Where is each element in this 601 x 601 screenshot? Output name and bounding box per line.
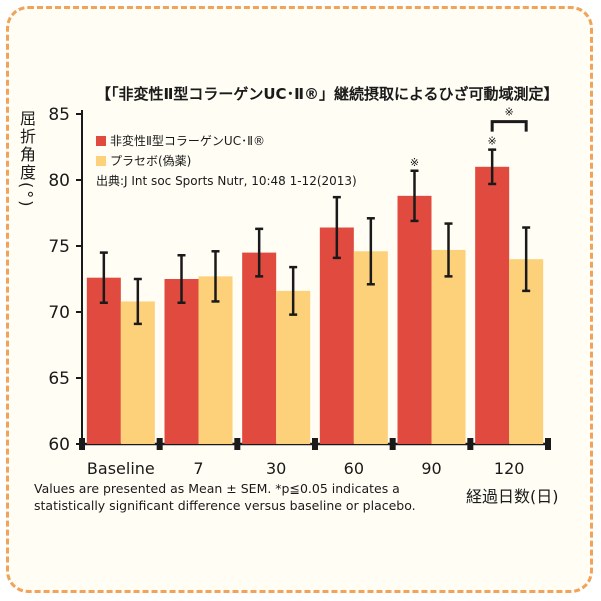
y-tick-label: 80 [48,171,70,191]
bar-uc2 [164,279,199,444]
legend-label-placebo: プラセボ(偽薬) [110,154,192,168]
bar-placebo [198,276,233,444]
legend: 非変性Ⅱ型コラーゲンUC･Ⅱ® プラセボ(偽薬) 出典:J Int soc Sp… [96,131,357,191]
x-group-separator [467,438,474,450]
x-tick-label: Baseline [87,459,155,478]
bar-placebo [120,301,155,444]
y-tick-label: 70 [48,303,70,323]
x-group-separator [156,438,163,450]
bar-uc2 [397,195,432,444]
x-tick-label: 30 [266,459,286,478]
y-tick-label: 60 [48,435,70,455]
legend-item-uc2: 非変性Ⅱ型コラーゲンUC･Ⅱ® [96,131,357,151]
bar-uc2 [242,252,277,444]
x-group-separator [545,438,551,450]
x-tick-label: 7 [193,459,203,478]
x-axis-label: 経過日数(日) [466,487,559,506]
significance-mark: ※ [410,156,419,169]
significance-mark: ※ [488,135,497,148]
bar-placebo [431,249,466,444]
significance-bracket [490,120,528,132]
y-tick-label: 85 [48,105,70,125]
legend-label-uc2: 非変性Ⅱ型コラーゲンUC･Ⅱ® [110,134,265,148]
x-group-separator [389,438,396,450]
footnote: Values are presented as Mean ± SEM. *p≦0… [34,481,416,513]
x-group-separator [312,438,318,450]
source-citation: 出典:J Int soc Sports Nutr, 10:48 1-12(201… [96,174,357,188]
legend-swatch-placebo [96,156,106,166]
legend-swatch-uc2 [96,136,106,146]
x-tick-label: 120 [494,459,525,478]
bar-uc2 [475,166,510,445]
bar-uc2 [319,227,354,444]
y-tick-label: 75 [48,237,70,257]
chart-title: 【「非変性Ⅱ型コラーゲンUC･Ⅱ®」継続摂取によるひざ可動域測定】 [96,85,559,103]
y-axis-label: 屈折角度(°) [17,110,36,209]
x-tick-label: 90 [421,459,441,478]
significance-mark: ※ [505,106,514,119]
x-tick-label: 60 [344,459,364,478]
x-group-separator [79,438,85,450]
y-tick-label: 65 [48,369,70,389]
bar-placebo [276,290,311,444]
legend-item-placebo: プラセボ(偽薬) [96,151,357,171]
bar-uc2 [86,277,121,444]
x-group-separator [234,438,241,450]
